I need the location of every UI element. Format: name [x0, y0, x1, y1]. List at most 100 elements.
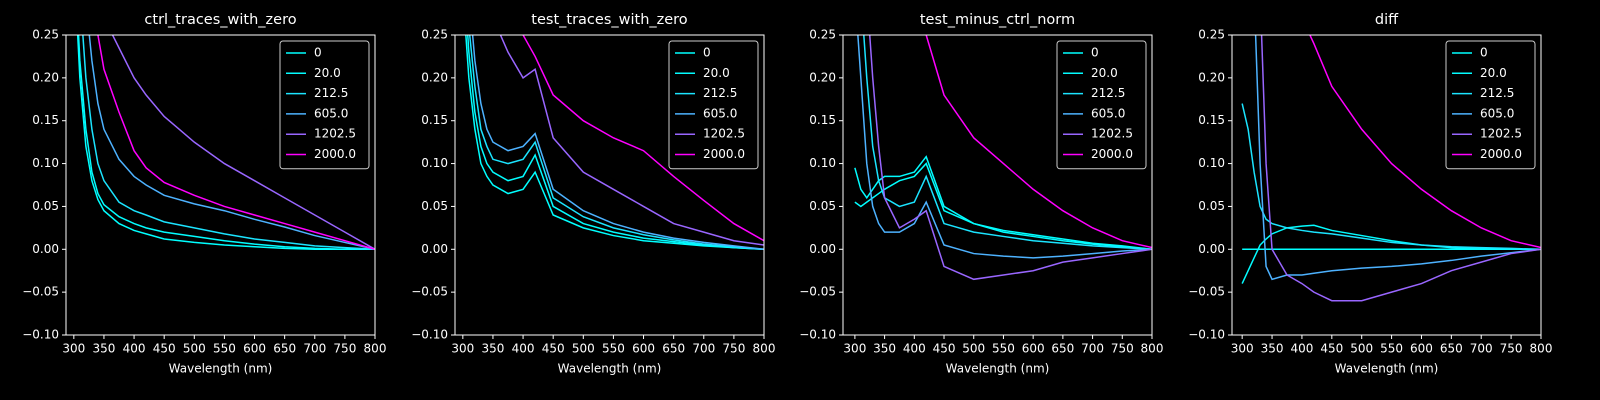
y-tick-label: 0.10 [1198, 156, 1225, 170]
y-tick-label: −0.10 [411, 328, 448, 342]
data-line [522, 35, 764, 242]
x-tick-label: 650 [1440, 342, 1463, 356]
x-tick-label: 800 [1530, 342, 1553, 356]
y-tick-label: 0.20 [421, 70, 448, 84]
legend-label: 20.0 [314, 66, 341, 80]
x-tick-label: 400 [123, 342, 146, 356]
y-tick-label: 0.25 [1198, 28, 1225, 42]
x-tick-label: 600 [243, 342, 266, 356]
plot-area [76, 35, 375, 251]
x-tick-label: 600 [1410, 342, 1433, 356]
y-tick-label: 0.05 [32, 199, 59, 213]
chart-title: diff [1375, 12, 1399, 28]
data-line [97, 35, 375, 251]
legend-label: 212.5 [1480, 86, 1514, 100]
legend-label: 20.0 [1091, 66, 1118, 80]
legend-label: 0 [314, 46, 322, 60]
x-tick-label: 300 [843, 342, 866, 356]
legend-label: 1202.5 [1480, 127, 1522, 141]
x-tick-label: 500 [1350, 342, 1373, 356]
x-tick-label: 750 [1500, 342, 1523, 356]
data-line [76, 35, 375, 251]
y-tick-label: −0.05 [22, 285, 59, 299]
axes-frame [1231, 34, 1542, 336]
data-line [925, 35, 1152, 249]
y-tick-label: −0.05 [411, 285, 448, 299]
data-line [857, 35, 1152, 259]
x-tick-label: 350 [1261, 342, 1284, 356]
x-tick-label: 550 [213, 342, 236, 356]
x-tick-label: 650 [273, 342, 296, 356]
y-tick-label: 0.00 [809, 242, 836, 256]
data-line [854, 162, 1152, 251]
x-axis-label: Wavelength (nm) [946, 362, 1050, 376]
data-line [863, 35, 1152, 251]
x-tick-label: 750 [722, 342, 745, 356]
x-tick-label: 450 [542, 342, 565, 356]
plot-area [854, 35, 1152, 281]
data-line [854, 155, 1152, 251]
x-tick-label: 350 [92, 342, 115, 356]
x-tick-label: 400 [1290, 342, 1313, 356]
data-line [468, 35, 764, 251]
data-line [1254, 35, 1541, 281]
panel: ctrl_traces_with_zero Wavelength (nm) 300 3… [22, 12, 387, 376]
y-tick-label: 0.20 [809, 70, 836, 84]
panel: diff Wavelength (nm) 300 350 400 450 500 550 600… [1188, 12, 1553, 376]
data-line [1241, 103, 1541, 251]
y-tick-label: 0.05 [1198, 199, 1225, 213]
legend-label: 605.0 [703, 106, 737, 120]
legend-label: 2000.0 [1480, 147, 1522, 161]
y-tick-label: 0.15 [421, 113, 448, 127]
x-tick-label: 650 [1051, 342, 1074, 356]
y-tick-label: −0.05 [799, 285, 836, 299]
legend-label: 212.5 [703, 86, 737, 100]
y-tick-label: −0.10 [799, 328, 836, 342]
x-tick-label: 300 [1231, 342, 1254, 356]
legend-label: 20.0 [703, 66, 730, 80]
x-tick-label: 350 [481, 342, 504, 356]
legend-label: 0 [1480, 46, 1488, 60]
y-tick-label: 0.15 [1198, 113, 1225, 127]
x-tick-label: 800 [1141, 342, 1164, 356]
legend: 0 20.0 212.5 605.0 1202.5 2000.0 [1445, 40, 1536, 170]
legend-label: 212.5 [1091, 86, 1125, 100]
x-tick-label: 300 [451, 342, 474, 356]
data-line [465, 35, 764, 251]
y-tick-label: −0.10 [22, 328, 59, 342]
x-tick-label: 300 [62, 342, 85, 356]
data-line [1309, 35, 1541, 249]
legend-label: 1202.5 [703, 127, 745, 141]
legend-label: 1202.5 [1091, 127, 1133, 141]
x-tick-label: 550 [1380, 342, 1403, 356]
y-tick-label: 0.00 [32, 242, 59, 256]
legend: 0 20.0 212.5 605.0 1202.5 2000.0 [668, 40, 759, 170]
y-tick-label: 0.05 [809, 199, 836, 213]
y-tick-label: 0.25 [809, 28, 836, 42]
axes-frame [65, 34, 376, 336]
legend-label: 212.5 [314, 86, 348, 100]
y-tick-label: −0.05 [1188, 285, 1225, 299]
y-tick-label: 0.10 [809, 156, 836, 170]
legend-label: 2000.0 [1091, 147, 1133, 161]
data-line [111, 35, 375, 250]
legend: 0 20.0 212.5 605.0 1202.5 2000.0 [1056, 40, 1147, 170]
legend-label: 2000.0 [703, 147, 745, 161]
legend-label: 605.0 [1091, 106, 1125, 120]
legend-label: 1202.5 [314, 127, 356, 141]
y-tick-label: 0.15 [32, 113, 59, 127]
data-line [77, 35, 375, 251]
legend-label: 20.0 [1480, 66, 1507, 80]
chart-title: ctrl_traces_with_zero [144, 12, 296, 28]
x-tick-label: 700 [692, 342, 715, 356]
legend-label: 605.0 [1480, 106, 1514, 120]
x-tick-label: 700 [1470, 342, 1493, 356]
x-axis-label: Wavelength (nm) [169, 362, 273, 376]
x-tick-label: 800 [364, 342, 387, 356]
plot-area [465, 35, 764, 251]
x-tick-label: 350 [873, 342, 896, 356]
legend-label: 0 [1091, 46, 1099, 60]
y-tick-label: 0.20 [1198, 70, 1225, 84]
x-tick-label: 500 [572, 342, 595, 356]
data-line [82, 35, 375, 251]
